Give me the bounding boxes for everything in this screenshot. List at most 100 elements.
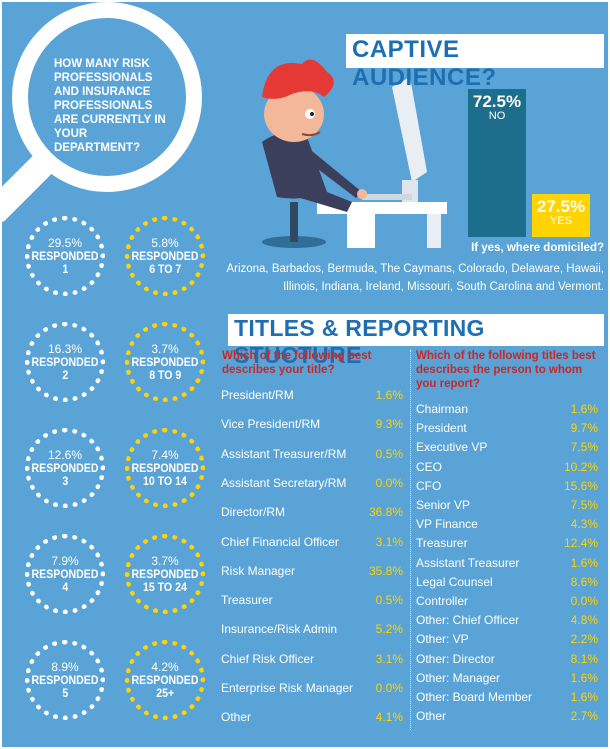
- row-value: 1.6%: [570, 402, 598, 416]
- table-row: CFO 15.6%: [416, 479, 598, 495]
- row-label: President: [416, 421, 467, 436]
- person-hand: [357, 189, 367, 199]
- title-question: Which of the following best describes yo…: [222, 350, 372, 376]
- circle-label: 2: [62, 367, 68, 382]
- circle-percent: 3.7%: [151, 553, 179, 568]
- row-value: 1.6%: [570, 555, 598, 570]
- row-label: Chief Risk Officer: [221, 651, 315, 666]
- person-head: [264, 86, 324, 142]
- report-question: Which of the following titles best descr…: [416, 350, 596, 390]
- row-label: President/RM: [221, 388, 294, 402]
- captive-no-value: 72.5%: [472, 92, 522, 111]
- table-row: Chairman 1.6%: [416, 402, 598, 418]
- circle-label: 4: [62, 579, 68, 594]
- titles-header: TITLES & REPORTING STUCTURE: [234, 315, 485, 368]
- circle-label: 25+: [156, 685, 174, 700]
- department-question: HOW MANY RISK PROFESSIONALS AND INSURANC…: [54, 58, 166, 154]
- department-size-circle: 5.8% RESPONDED 6 TO 7: [125, 216, 205, 296]
- circle-label: 3: [62, 473, 68, 488]
- department-size-circle: 7.9% RESPONDED 4: [25, 534, 105, 614]
- circle-percent: 5.8%: [151, 235, 179, 250]
- circle-percent: 7.9%: [51, 553, 79, 568]
- column-divider: [410, 350, 411, 730]
- row-label: Other: Chief Officer: [416, 613, 520, 628]
- table-row: Risk Manager 35.8%: [221, 564, 403, 580]
- titles-header-banner: [228, 314, 604, 346]
- row-value: 3.1%: [375, 651, 403, 666]
- circle-label: 10 TO 14: [143, 473, 187, 488]
- circle-label: RESPONDED: [131, 566, 199, 581]
- circle-percent: 29.5%: [47, 235, 83, 250]
- row-value: 15.6%: [563, 478, 598, 493]
- person-leg: [297, 182, 352, 212]
- row-label: Other: VP: [416, 632, 469, 647]
- circle-label: RESPONDED: [31, 354, 99, 369]
- circle-label: RESPONDED: [131, 460, 199, 475]
- row-label: CEO: [416, 459, 443, 474]
- table-row: Other: Manager 1.6%: [416, 671, 598, 687]
- keyboard: [362, 194, 412, 200]
- circle-label: RESPONDED: [31, 248, 99, 263]
- captive-title: CAPTIVE AUDIENCE?: [352, 36, 497, 91]
- row-value: 4.3%: [570, 517, 598, 532]
- person-pupil: [310, 112, 314, 116]
- table-row: CEO 10.2%: [416, 460, 598, 476]
- captive-yes-label: YES: [549, 215, 572, 227]
- row-value: 36.8%: [368, 505, 403, 520]
- row-label: Enterprise Risk Manager: [221, 681, 354, 695]
- row-label: Other: Board Member: [416, 690, 533, 704]
- captive-yes-value: 27.5%: [536, 197, 586, 216]
- circle-label: 6 TO 7: [148, 261, 182, 276]
- table-row: Other: Board Member 1.6%: [416, 690, 598, 706]
- row-label: VP Finance: [416, 517, 478, 532]
- row-value: 1.6%: [375, 388, 403, 402]
- monitor: [392, 77, 427, 182]
- department-size-circle: 16.3% RESPONDED 2: [25, 322, 105, 402]
- row-label: Chief Financial Officer: [221, 534, 339, 549]
- person-torso: [262, 133, 327, 199]
- row-value: 9.3%: [375, 417, 403, 432]
- table-row: Director/RM 36.8%: [221, 505, 403, 521]
- row-label: Risk Manager: [221, 563, 296, 578]
- chair-post: [290, 202, 298, 242]
- row-label: Insurance/Risk Admin: [221, 622, 338, 637]
- row-label: Legal Counsel: [416, 574, 493, 589]
- table-row: Assistant Treasurer 1.6%: [416, 556, 598, 572]
- table-row: Other 2.7%: [416, 709, 598, 725]
- row-value: 8.1%: [570, 651, 598, 666]
- table-row: VP Finance 4.3%: [416, 517, 598, 533]
- department-size-circle: 3.7% RESPONDED 15 TO 24: [125, 534, 205, 614]
- row-value: 0.0%: [570, 594, 598, 608]
- table-row: Legal Counsel 8.6%: [416, 575, 598, 591]
- row-value: 4.1%: [375, 710, 403, 725]
- table-row: Enterprise Risk Manager 0.0%: [221, 681, 403, 697]
- row-value: 0.5%: [375, 446, 403, 461]
- table-row: Other: Director 8.1%: [416, 652, 598, 668]
- row-label: Chairman: [416, 402, 469, 416]
- row-label: Director/RM: [221, 505, 286, 520]
- circle-percent: 12.6%: [47, 447, 83, 462]
- circle-label: RESPONDED: [31, 460, 99, 475]
- row-label: Assistant Treasurer: [416, 555, 520, 570]
- row-value: 12.4%: [563, 536, 598, 551]
- table-row: Chief Risk Officer 3.1%: [221, 652, 403, 668]
- table-row: Other: VP 2.2%: [416, 632, 598, 648]
- captive-bar-yes: 27.5% YES: [532, 194, 590, 237]
- circle-label: RESPONDED: [131, 248, 199, 263]
- row-value: 7.5%: [570, 498, 598, 512]
- person-hair: [262, 59, 334, 99]
- row-value: 4.8%: [570, 613, 598, 628]
- row-value: 1.6%: [570, 670, 598, 685]
- table-row: Treasurer 12.4%: [416, 536, 598, 552]
- row-value: 35.8%: [368, 563, 403, 578]
- circle-percent: 3.7%: [151, 341, 179, 356]
- circle-percent: 16.3%: [47, 341, 83, 356]
- row-value: 0.5%: [375, 593, 403, 608]
- circle-label: 15 TO 24: [143, 579, 187, 594]
- row-value: 0.0%: [375, 681, 403, 695]
- department-size-circle: 12.6% RESPONDED 3: [25, 428, 105, 508]
- row-label: Senior VP: [416, 498, 471, 512]
- row-value: 5.2%: [375, 622, 403, 637]
- department-size-circle: 29.5% RESPONDED 1: [25, 216, 105, 296]
